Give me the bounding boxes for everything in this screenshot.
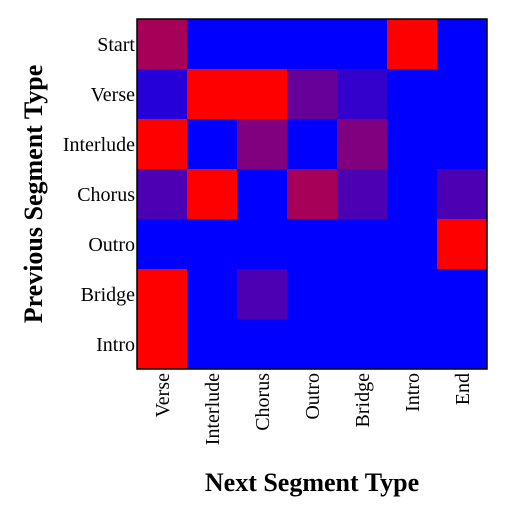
heatmap-cell — [187, 119, 237, 169]
heatmap-cell — [287, 19, 337, 69]
heatmap-cell — [437, 19, 487, 69]
heatmap-cell — [137, 19, 187, 69]
y-tick-label: Interlude — [63, 134, 135, 156]
heatmap-cell — [237, 169, 287, 219]
heatmap-cell — [337, 269, 387, 319]
heatmap-cell — [137, 119, 187, 169]
heatmap-cell — [287, 269, 337, 319]
heatmap-cell — [387, 219, 437, 269]
heatmap-cell — [337, 319, 387, 369]
heatmap-cell — [387, 19, 437, 69]
x-tick-label: Verse — [152, 373, 174, 418]
heatmap-cell — [387, 69, 437, 119]
heatmap-cell — [237, 319, 287, 369]
heatmap-cell — [287, 169, 337, 219]
y-tick-label: Intro — [96, 334, 135, 356]
heatmap-cell — [237, 269, 287, 319]
heatmap-cell — [437, 169, 487, 219]
heatmap-cell — [337, 169, 387, 219]
y-tick-label: Start — [97, 34, 135, 56]
heatmap-cell — [187, 269, 237, 319]
heatmap-cell — [287, 219, 337, 269]
heatmap-cell — [337, 119, 387, 169]
heatmap-cell — [187, 69, 237, 119]
heatmap-cell — [437, 319, 487, 369]
heatmap-cell — [387, 269, 437, 319]
x-tick-label: Intro — [402, 373, 424, 412]
heatmap-cell — [187, 219, 237, 269]
heatmap-cell — [387, 119, 437, 169]
heatmap-cell — [137, 169, 187, 219]
heatmap-cell — [437, 219, 487, 269]
heatmap-cell — [187, 19, 237, 69]
x-axis-label: Next Segment Type — [205, 468, 419, 497]
x-tick-label: Bridge — [352, 373, 374, 428]
heatmap-cell — [237, 69, 287, 119]
x-tick-labels: Verse Interlude Chorus Outro Bridge Intro End — [152, 373, 474, 445]
heatmap-cell — [287, 119, 337, 169]
x-tick-label: Chorus — [252, 373, 274, 431]
x-tick-label: Outro — [302, 373, 324, 420]
heatmap-cell — [337, 19, 387, 69]
heatmap-cells — [137, 19, 487, 369]
x-tick-label: End — [452, 373, 474, 405]
x-tick-label: Interlude — [202, 373, 224, 445]
heatmap-cell — [337, 69, 387, 119]
heatmap-cell — [137, 69, 187, 119]
heatmap-cell — [437, 269, 487, 319]
heatmap-cell — [387, 319, 437, 369]
y-tick-label: Verse — [91, 84, 136, 106]
heatmap-cell — [137, 219, 187, 269]
heatmap-cell — [287, 319, 337, 369]
heatmap-cell — [287, 69, 337, 119]
y-tick-label: Outro — [88, 234, 135, 256]
y-tick-labels: Start Verse Interlude Chorus Outro Bridge Intr… — [63, 34, 136, 356]
heatmap-cell — [137, 269, 187, 319]
heatmap-cell — [237, 219, 287, 269]
heatmap-cell — [237, 19, 287, 69]
heatmap-cell — [387, 169, 437, 219]
y-tick-label: Bridge — [81, 284, 136, 306]
y-tick-label: Chorus — [77, 184, 135, 206]
plot-frame — [136, 18, 488, 370]
heatmap-cell — [437, 69, 487, 119]
heatmap-cell — [137, 319, 187, 369]
heatmap-cell — [187, 169, 237, 219]
heatmap-cell — [437, 119, 487, 169]
heatmap-cell — [337, 219, 387, 269]
y-axis-label: Previous Segment Type — [19, 65, 48, 324]
heatmap-cell — [187, 319, 237, 369]
heatmap-cell — [237, 119, 287, 169]
